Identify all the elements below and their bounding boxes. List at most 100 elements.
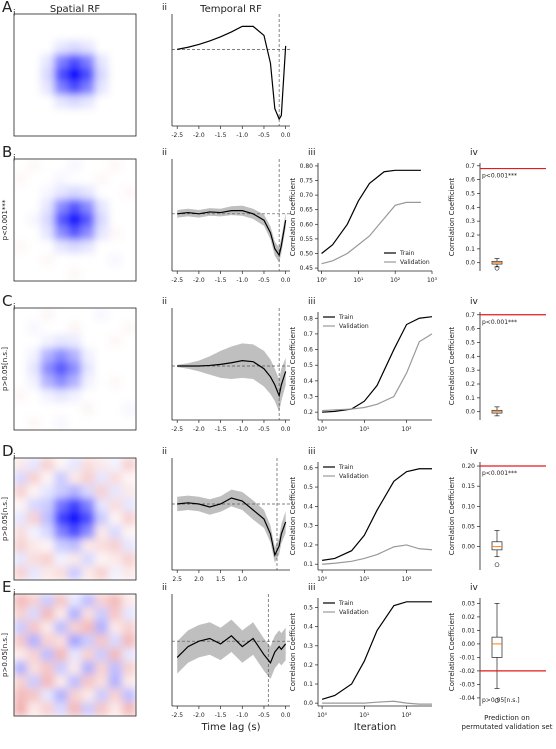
heat-cell [108, 701, 123, 716]
heat-cell [121, 375, 136, 390]
confidence-band [177, 489, 286, 563]
heat-cell [67, 607, 83, 622]
heat-cell [94, 607, 110, 622]
x-tick-label: 10² [402, 712, 413, 719]
y-tick-label: 0.0 [303, 700, 313, 707]
y-tick-label: 0.80 [300, 163, 314, 170]
annotation: p<0.001*** [482, 173, 517, 180]
heat-cell [121, 607, 136, 622]
heat-cell [54, 81, 69, 96]
heat-cell [27, 538, 42, 554]
heat-cell [108, 388, 123, 404]
box [491, 541, 503, 551]
heat-cell [121, 620, 136, 636]
heat-cell [121, 172, 136, 187]
y-tick-label: 0.5 [303, 605, 313, 612]
y-tick-label: -0.01 [459, 654, 475, 661]
heat-cell [121, 81, 136, 96]
heat-cell [40, 674, 56, 690]
heat-cell [54, 594, 69, 609]
heat-cell [94, 688, 110, 703]
heat-cell [121, 511, 136, 527]
y-tick-label: 0.6 [303, 465, 313, 472]
x-tick-label: 0.0 [281, 712, 291, 719]
y-tick-label: 0.20 [462, 463, 476, 470]
heat-cell [14, 27, 29, 42]
y-tick-label: 0.15 [462, 483, 476, 490]
heat-cell [121, 159, 136, 174]
heat-cell [94, 525, 110, 540]
heat-cell [54, 239, 69, 255]
heat-cell [14, 471, 29, 486]
heat-cell [108, 159, 123, 174]
heat-cell [81, 121, 96, 136]
y-tick-label: 0.4 [303, 503, 313, 510]
heat-cell [27, 525, 42, 540]
confidence-band [177, 343, 286, 412]
heat-cell [54, 538, 69, 554]
heat-cell [121, 498, 136, 513]
y-tick-label: 0.1 [465, 246, 475, 253]
y-tick-label: 0.02 [462, 614, 476, 621]
heat-cell [54, 266, 69, 281]
training-curve [321, 601, 432, 700]
heat-cell [27, 388, 42, 404]
heat-cell [81, 361, 96, 377]
heat-cell [67, 511, 83, 527]
y-tick-label: 0.4 [465, 353, 475, 360]
heat-cell [40, 511, 56, 527]
heat-cell [54, 458, 69, 473]
heat-cell [14, 647, 29, 663]
heat-cell [81, 458, 96, 473]
panel-label: D [2, 442, 14, 460]
heat-cell [54, 375, 69, 390]
panel-label: iii [308, 148, 316, 158]
heat-cell [27, 688, 42, 703]
rf-line [177, 210, 287, 257]
heat-cell [27, 94, 42, 110]
heatmap-frame [13, 158, 137, 282]
heat-cell [27, 607, 42, 622]
heat-cell [67, 266, 83, 281]
y-tick-label: 0.10 [462, 503, 476, 510]
heat-cell [94, 172, 110, 187]
heat-cell [94, 498, 110, 513]
heat-cell [81, 688, 96, 703]
heat-cell [121, 54, 136, 69]
y-tick-label: 0.6 [303, 347, 313, 354]
y-tick-label: 0.2 [465, 232, 475, 239]
heat-cell [67, 253, 83, 268]
heat-cell [40, 634, 56, 649]
y-tick-label: 0.3 [465, 218, 475, 225]
heat-cell [94, 361, 110, 377]
heat-cell [67, 321, 83, 336]
heat-cell [81, 388, 96, 404]
heat-cell [54, 121, 69, 136]
heat-cell [121, 484, 136, 500]
heat-cell [40, 81, 56, 96]
heat-cell [81, 334, 96, 350]
heat-cell [121, 525, 136, 540]
heat-cell [94, 484, 110, 500]
confidence-band [177, 205, 286, 263]
heat-cell [27, 212, 42, 228]
heat-cell [27, 14, 42, 29]
heat-cell [54, 108, 69, 123]
y-tick-label: 0.60 [300, 221, 314, 228]
x-tick-label: -0.5 [258, 426, 270, 433]
heat-cell [40, 620, 56, 636]
heat-cell [121, 266, 136, 281]
x-tick-label: 1.0 [238, 576, 248, 583]
heat-cell [121, 565, 136, 580]
heat-cell [54, 607, 69, 622]
y-tick-label: 0.5 [303, 362, 313, 369]
heat-cell [94, 334, 110, 350]
x-axis-label: Prediction on [484, 714, 530, 722]
legend-label: Validation [400, 259, 430, 266]
heat-cell [108, 172, 123, 187]
heat-cell [94, 266, 110, 281]
x-tick-label: -2.5 [171, 277, 183, 284]
heatmap [14, 14, 136, 136]
heat-cell [81, 226, 96, 241]
